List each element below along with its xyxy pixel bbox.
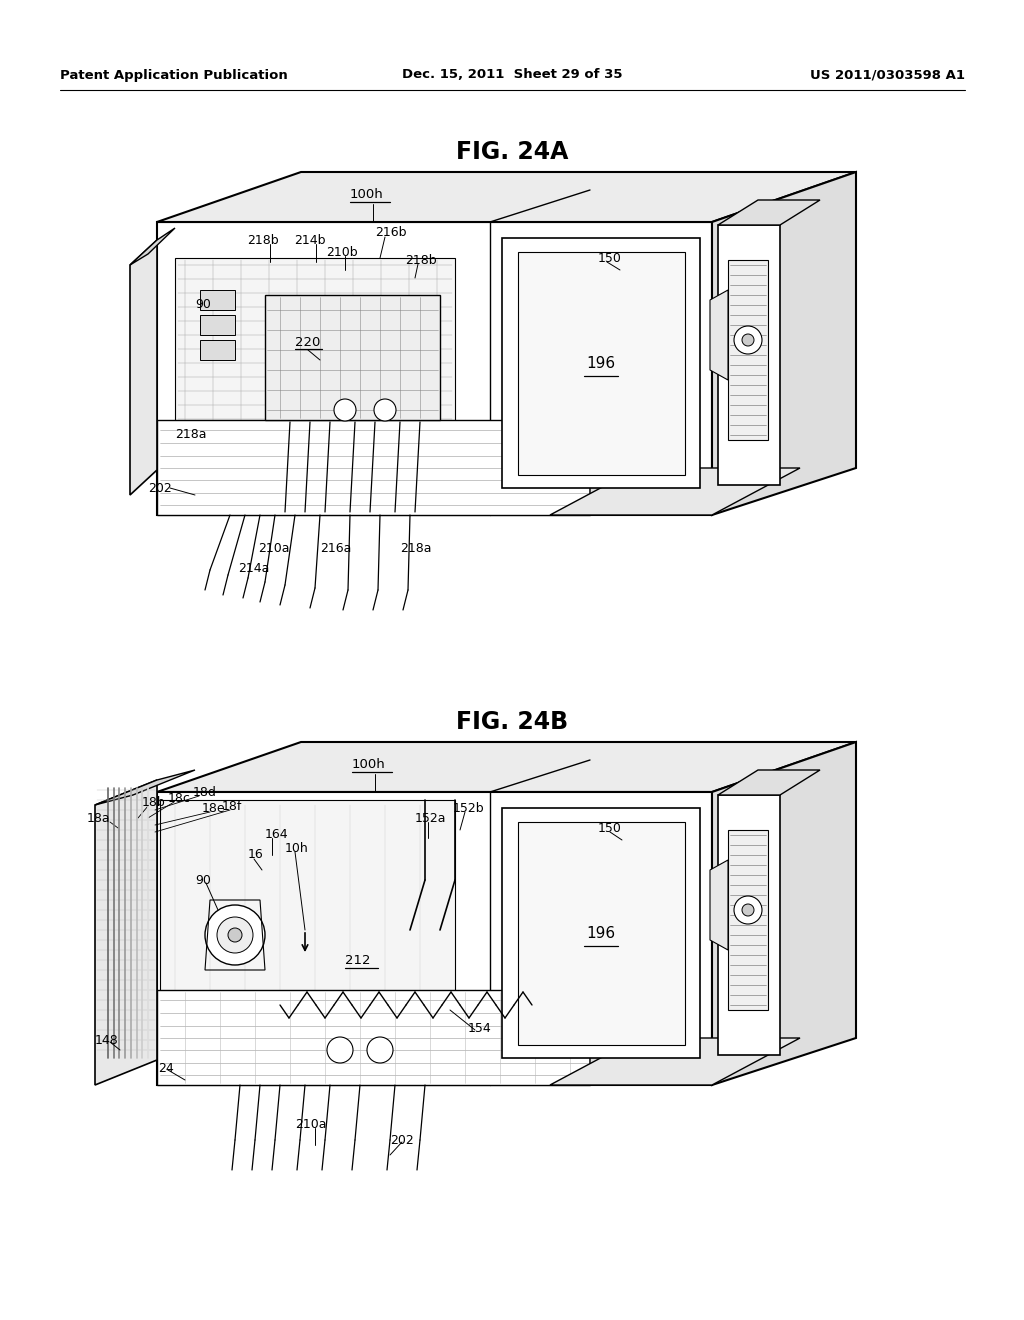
Text: 10h: 10h <box>285 842 309 854</box>
Text: 164: 164 <box>265 829 289 842</box>
Text: 202: 202 <box>390 1134 414 1147</box>
Text: 216b: 216b <box>375 227 407 239</box>
Circle shape <box>734 896 762 924</box>
Polygon shape <box>130 240 157 495</box>
Polygon shape <box>590 380 670 515</box>
Polygon shape <box>502 808 700 1059</box>
Text: 210a: 210a <box>295 1118 327 1131</box>
Text: 218b: 218b <box>247 234 279 247</box>
Text: FIG. 24A: FIG. 24A <box>456 140 568 164</box>
Polygon shape <box>200 341 234 360</box>
Text: Patent Application Publication: Patent Application Publication <box>60 69 288 82</box>
Text: 214a: 214a <box>238 561 269 574</box>
Text: 18d: 18d <box>193 787 217 800</box>
Text: 196: 196 <box>587 925 615 940</box>
Text: 152b: 152b <box>453 801 484 814</box>
Text: 218a: 218a <box>175 429 207 441</box>
Text: 152a: 152a <box>415 812 446 825</box>
Text: 216a: 216a <box>319 541 351 554</box>
Circle shape <box>374 399 396 421</box>
Polygon shape <box>200 290 234 310</box>
Text: 210b: 210b <box>326 246 357 259</box>
Text: 100h: 100h <box>352 759 386 771</box>
Polygon shape <box>157 1038 670 1085</box>
Polygon shape <box>590 950 670 1085</box>
Polygon shape <box>728 830 768 1010</box>
Polygon shape <box>157 990 590 1085</box>
Polygon shape <box>160 800 455 1071</box>
Circle shape <box>734 326 762 354</box>
Polygon shape <box>710 290 728 380</box>
Text: 90: 90 <box>195 298 211 312</box>
Polygon shape <box>95 770 195 805</box>
Text: 18e: 18e <box>202 801 225 814</box>
Polygon shape <box>157 222 712 515</box>
Polygon shape <box>130 228 175 265</box>
Text: 220: 220 <box>295 335 321 348</box>
Text: 210a: 210a <box>258 541 290 554</box>
Text: 90: 90 <box>195 874 211 887</box>
Polygon shape <box>518 822 685 1045</box>
Polygon shape <box>518 252 685 475</box>
Polygon shape <box>157 172 856 222</box>
Text: 214b: 214b <box>294 234 326 247</box>
Text: Dec. 15, 2011  Sheet 29 of 35: Dec. 15, 2011 Sheet 29 of 35 <box>401 69 623 82</box>
Text: 150: 150 <box>598 252 622 264</box>
Text: 218b: 218b <box>406 253 436 267</box>
Text: 218a: 218a <box>400 541 431 554</box>
Text: 148: 148 <box>95 1034 119 1047</box>
Text: 24: 24 <box>158 1061 174 1074</box>
Text: 212: 212 <box>345 953 371 966</box>
Circle shape <box>334 399 356 421</box>
Text: 18a: 18a <box>87 812 111 825</box>
Polygon shape <box>95 780 157 1085</box>
Circle shape <box>327 1038 353 1063</box>
Text: US 2011/0303598 A1: US 2011/0303598 A1 <box>810 69 965 82</box>
Polygon shape <box>175 257 455 480</box>
Circle shape <box>742 904 754 916</box>
Text: FIG. 24B: FIG. 24B <box>456 710 568 734</box>
Polygon shape <box>710 861 728 950</box>
Text: 150: 150 <box>598 821 622 834</box>
Text: 154: 154 <box>468 1022 492 1035</box>
Circle shape <box>228 928 242 942</box>
Polygon shape <box>712 742 856 1085</box>
Polygon shape <box>718 201 820 224</box>
Polygon shape <box>718 770 820 795</box>
Polygon shape <box>157 420 590 515</box>
Text: 202: 202 <box>148 482 172 495</box>
Text: 196: 196 <box>587 355 615 371</box>
Polygon shape <box>502 238 700 488</box>
Circle shape <box>742 334 754 346</box>
Polygon shape <box>728 260 768 440</box>
Polygon shape <box>550 1038 800 1085</box>
Polygon shape <box>550 469 800 515</box>
Text: 16: 16 <box>248 849 264 862</box>
Polygon shape <box>718 795 780 1055</box>
Text: 100h: 100h <box>350 189 384 202</box>
Circle shape <box>205 906 265 965</box>
Polygon shape <box>718 224 780 484</box>
Polygon shape <box>200 315 234 335</box>
Text: 18b: 18b <box>142 796 166 808</box>
Polygon shape <box>157 469 670 515</box>
Circle shape <box>217 917 253 953</box>
Polygon shape <box>712 172 856 515</box>
Polygon shape <box>157 792 712 1085</box>
Polygon shape <box>157 742 856 792</box>
Polygon shape <box>265 294 440 420</box>
Text: 18c: 18c <box>168 792 190 804</box>
Circle shape <box>367 1038 393 1063</box>
Text: 18f: 18f <box>222 800 243 813</box>
